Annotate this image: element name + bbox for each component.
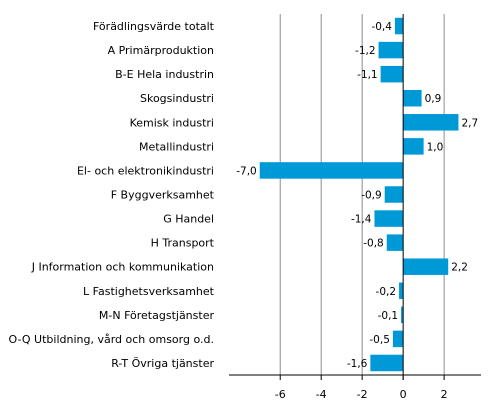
bar [370,354,404,372]
category-label: M-N Företagstjänster [99,309,215,322]
bars [259,17,459,372]
bar [403,89,422,107]
bar [259,162,404,179]
category-label: J Information och kommunikation [31,261,214,274]
category-label: B-E Hela industrin [115,68,214,81]
category-label: F Byggverksamhet [111,189,215,202]
gridlines [279,14,445,375]
axes: -6 -4 -2 0 2 [229,14,481,401]
bar [392,330,404,348]
value-label: -0,4 [371,21,392,33]
bar [403,138,424,155]
x-tick-label: -6 [275,388,286,401]
bar [399,282,404,300]
x-tick-label: -2 [357,388,368,401]
value-label: -0,9 [361,190,382,202]
category-label: L Fastighetsverksamhet [83,285,215,298]
value-label: -1,6 [347,358,368,370]
value-label: 2,7 [461,117,478,129]
bar [394,17,404,35]
category-label: H Transport [151,237,215,250]
bar [384,186,404,203]
value-label: 2,2 [451,262,468,274]
category-label: Skogsindustri [140,92,214,105]
category-label: Förädlingsvärde totalt [93,20,215,33]
category-label: A Primärproduktion [108,44,214,57]
bar [403,114,459,131]
category-label: R-T Övriga tjänster [111,357,214,370]
bar [401,306,404,324]
value-label: -0,5 [369,334,390,346]
value-label: -1,1 [357,69,378,81]
category-label: Metallindustri [139,140,214,153]
category-label: O-Q Utbildning, vård och omsorg o.d. [9,333,214,346]
bar [386,234,404,251]
x-tick-label: -4 [316,388,327,401]
value-label: -1,2 [355,45,376,57]
x-tick-label: 2 [441,388,448,401]
category-label: El- och elektronikindustri [77,164,214,177]
value-label: -7,0 [236,165,257,177]
bar [374,210,404,227]
value-label: -0,2 [376,286,397,298]
category-label: Kemisk industri [130,116,214,129]
value-label: 0,9 [425,93,442,105]
labels: Förädlingsvärde totalt -0,4 A Primärproduk… [9,20,479,370]
value-label: -0,1 [378,310,399,322]
value-label: 1,0 [427,141,444,153]
value-label: -0,8 [363,238,384,250]
category-label: G Handel [163,213,214,226]
x-tick-label: 0 [400,388,407,401]
bar [380,65,404,83]
value-label: -1,4 [351,214,372,226]
bar [403,258,449,275]
bar [378,41,404,59]
